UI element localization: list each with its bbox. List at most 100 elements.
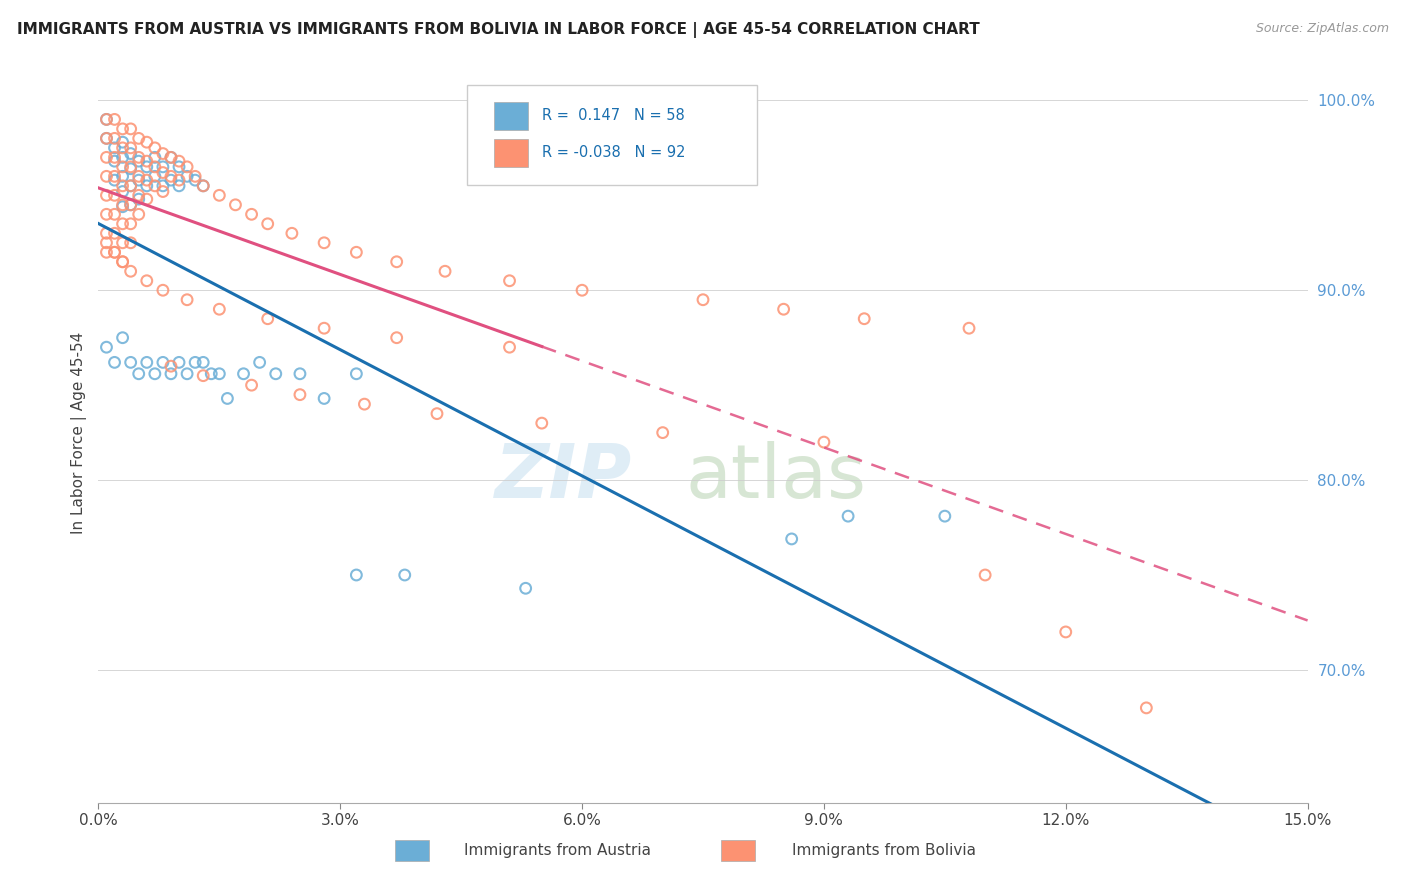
Point [111, 160, 134, 174]
Point [120, 160, 142, 174]
Point [176, 160, 198, 174]
Point [152, 178, 174, 193]
Point [780, 532, 803, 546]
Point [281, 227, 304, 241]
Point [143, 150, 166, 164]
Text: R = -0.038   N = 92: R = -0.038 N = 92 [543, 145, 686, 161]
Point [135, 178, 157, 193]
Point [167, 178, 190, 193]
Point [692, 293, 714, 307]
Point [128, 207, 150, 221]
Point [167, 154, 190, 169]
Point [143, 367, 166, 381]
Point [96, 245, 118, 260]
Bar [494, 138, 527, 167]
Point [152, 165, 174, 179]
Point [1054, 624, 1077, 639]
Point [394, 568, 416, 582]
Point [111, 121, 134, 136]
Point [193, 355, 215, 369]
Point [974, 568, 997, 582]
Point [120, 235, 142, 250]
Point [96, 150, 118, 164]
Point [515, 582, 537, 596]
Point [120, 141, 142, 155]
Point [160, 173, 183, 187]
Point [111, 198, 134, 212]
Bar [494, 102, 527, 130]
Point [193, 178, 215, 193]
Point [314, 235, 336, 250]
Point [217, 392, 239, 406]
Point [111, 254, 134, 268]
Point [176, 293, 198, 307]
Point [96, 112, 118, 127]
Point [240, 378, 263, 392]
Point [288, 367, 311, 381]
Point [120, 355, 142, 369]
Point [96, 207, 118, 221]
Point [96, 340, 118, 354]
Text: ZIP: ZIP [495, 441, 633, 514]
Point [143, 141, 166, 155]
Point [193, 178, 215, 193]
Text: IMMIGRANTS FROM AUSTRIA VS IMMIGRANTS FROM BOLIVIA IN LABOR FORCE | AGE 45-54 CO: IMMIGRANTS FROM AUSTRIA VS IMMIGRANTS FR… [17, 22, 980, 38]
Point [813, 435, 835, 450]
Text: atlas: atlas [685, 441, 866, 514]
Point [160, 150, 183, 164]
Point [103, 112, 125, 127]
Point [934, 509, 956, 524]
Point [200, 367, 222, 381]
Point [344, 245, 367, 260]
Point [344, 367, 367, 381]
Point [184, 169, 207, 184]
Point [120, 121, 142, 136]
Point [152, 185, 174, 199]
Point [772, 302, 794, 317]
Point [853, 311, 876, 326]
Point [103, 173, 125, 187]
Point [111, 254, 134, 268]
Point [837, 509, 859, 524]
Point [128, 150, 150, 164]
Point [208, 188, 231, 202]
Point [103, 207, 125, 221]
Point [128, 169, 150, 184]
Point [160, 367, 183, 381]
Point [240, 207, 263, 221]
Point [103, 245, 125, 260]
Point [135, 154, 157, 169]
Point [208, 302, 231, 317]
Point [143, 169, 166, 184]
Point [128, 131, 150, 145]
Point [314, 321, 336, 335]
Point [128, 173, 150, 187]
Point [96, 131, 118, 145]
Point [111, 178, 134, 193]
Point [167, 160, 190, 174]
Point [498, 274, 520, 288]
Point [135, 192, 157, 206]
Point [344, 568, 367, 582]
Point [176, 367, 198, 381]
Point [120, 178, 142, 193]
Point [111, 235, 134, 250]
Point [111, 331, 134, 345]
Text: Source: ZipAtlas.com: Source: ZipAtlas.com [1256, 22, 1389, 36]
Point [96, 131, 118, 145]
Point [103, 150, 125, 164]
Point [120, 178, 142, 193]
Point [120, 161, 142, 176]
Point [103, 131, 125, 145]
Point [314, 392, 336, 406]
Point [651, 425, 673, 440]
Point [111, 150, 134, 164]
Point [120, 217, 142, 231]
Point [103, 227, 125, 241]
Point [120, 198, 142, 212]
FancyBboxPatch shape [467, 85, 758, 185]
Point [434, 264, 457, 278]
Point [143, 160, 166, 174]
Point [176, 169, 198, 184]
Point [288, 387, 311, 401]
